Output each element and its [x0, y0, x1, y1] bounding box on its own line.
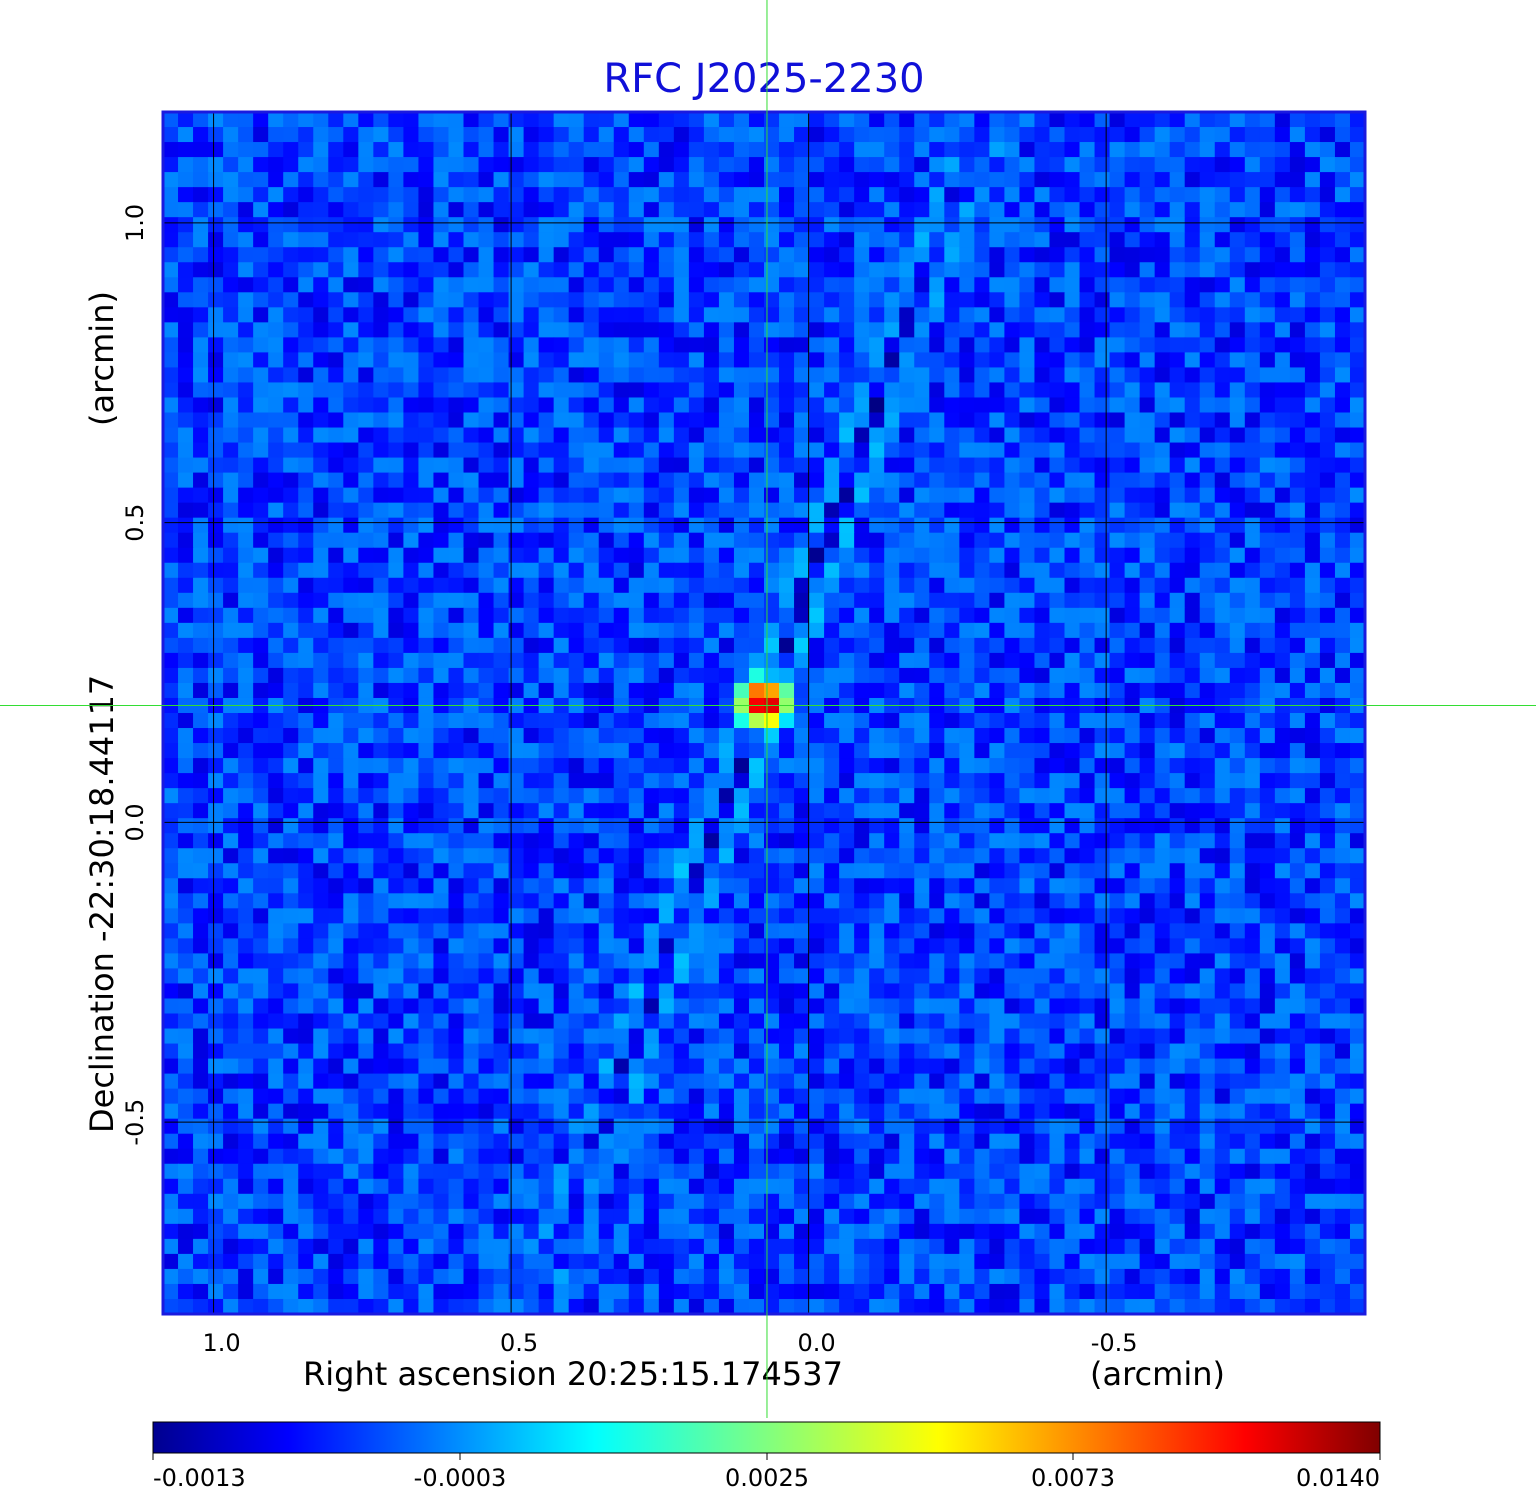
x-tick-label-0: 1.0	[202, 1329, 240, 1357]
chart-title: RFC J2025-2230	[603, 56, 924, 102]
colorbar-tick-label-0: -0.0013	[153, 1464, 246, 1492]
y-tick-label-3: -0.5	[121, 1099, 149, 1146]
colorbar-tick-label-4: 0.0140	[1296, 1464, 1380, 1492]
colorbar-tick-label-3: 0.0073	[1031, 1464, 1115, 1492]
y-tick-label-1: 0.5	[121, 504, 149, 542]
colorbar-tick-label-1: -0.0003	[414, 1464, 507, 1492]
radio-intensity-image	[163, 112, 1365, 1314]
colorbar	[152, 1421, 1381, 1454]
x-tick-label-3: -0.5	[1091, 1329, 1138, 1357]
plot-frame	[161, 110, 1367, 1316]
coordinate-grid	[163, 112, 1365, 1314]
y-tick-labels: 1.0 0.5 0.0 -0.5	[121, 204, 149, 1146]
x-axis-unit: (arcmin)	[1090, 1355, 1225, 1393]
crosshair	[0, 0, 1536, 1418]
x-axis-label: Right ascension 20:25:15.174537	[303, 1355, 843, 1393]
y-tick-label-2: 0.0	[121, 803, 149, 841]
colorbar-tick-labels: -0.0013 -0.0003 0.0025 0.0073 0.0140	[152, 1453, 1381, 1492]
y-tick-label-0: 1.0	[121, 204, 149, 242]
colorbar-tick-label-2: 0.0025	[725, 1464, 809, 1492]
y-axis-label: Declination -22:30:18.44117	[83, 675, 121, 1133]
y-axis-unit: (arcmin)	[83, 291, 121, 426]
x-tick-label-1: 0.5	[500, 1329, 538, 1357]
x-tick-label-2: 0.0	[798, 1329, 836, 1357]
x-tick-labels: 1.0 0.5 0.0 -0.5	[202, 1329, 1137, 1357]
